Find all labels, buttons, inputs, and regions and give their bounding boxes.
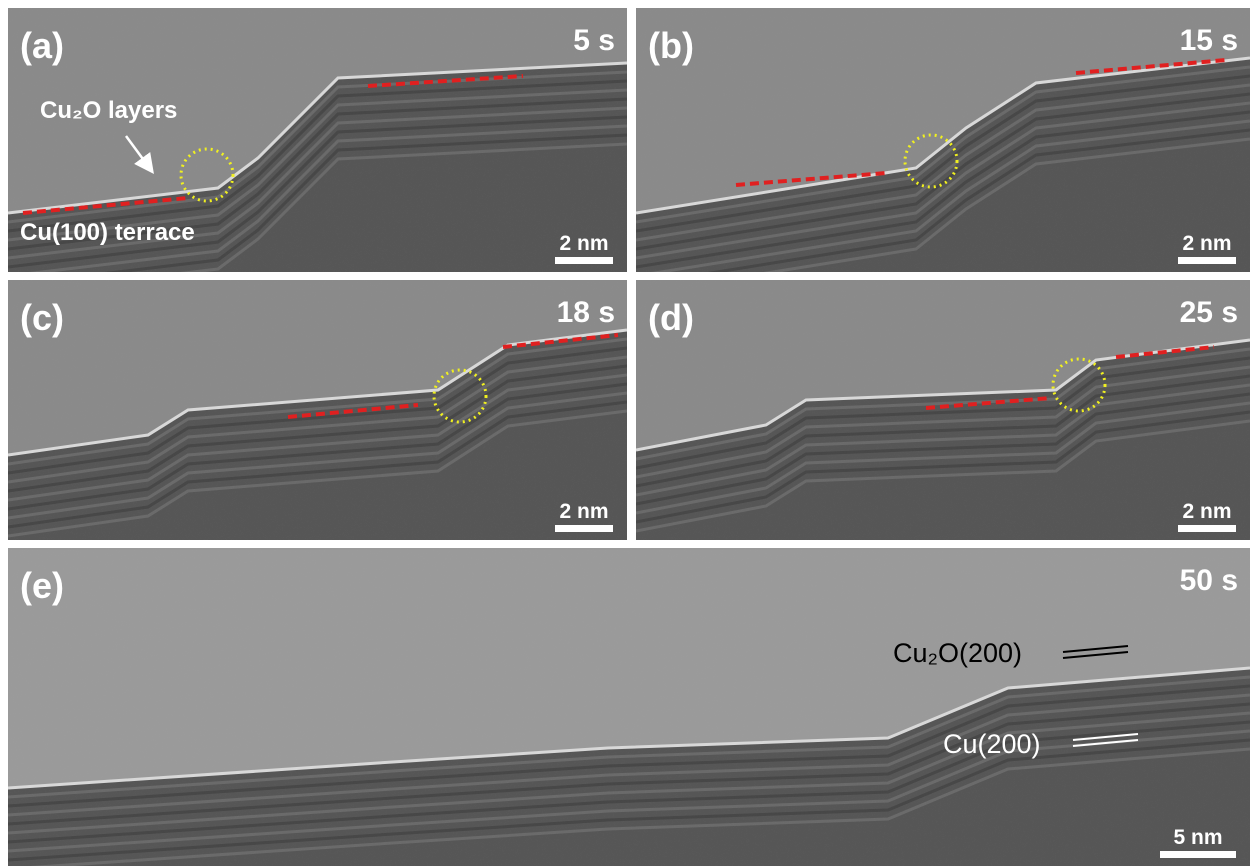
micrograph <box>636 8 1250 294</box>
panel-label: (a) <box>20 25 64 66</box>
scale-bar <box>555 525 613 532</box>
scale-bar-label: 5 nm <box>1173 826 1222 849</box>
scale-bar <box>1178 257 1236 264</box>
panel-label: (d) <box>648 297 694 338</box>
scale-bar-label: 2 nm <box>559 500 608 523</box>
panel: (a) 5 s 2 nm <box>8 8 627 294</box>
panel: (c) 18 s 2 nm <box>8 280 627 540</box>
scale-bar <box>1160 851 1236 858</box>
scale-bar <box>555 257 613 264</box>
panel: (b) 15 s 2 nm <box>636 8 1250 294</box>
panel-label: (e) <box>20 565 64 606</box>
panel-label: (c) <box>20 297 64 338</box>
time-label: 15 s <box>1180 24 1238 57</box>
time-label: 25 s <box>1180 296 1238 329</box>
figure: (a) 5 s 2 nm (b) 15 s 2 nm (c) 18 s 2 nm (d) 25 s 2… <box>0 0 1250 866</box>
panel: (e) 50 s 5 nm <box>8 548 1250 866</box>
annotation: Cu₂O layers <box>40 97 177 124</box>
scale-bar <box>1178 525 1236 532</box>
micrograph <box>8 8 627 294</box>
annotation: Cu(200) <box>943 729 1041 759</box>
panel: (d) 25 s 2 nm <box>636 280 1250 540</box>
annotation: Cu(100) terrace <box>20 219 195 246</box>
scale-bar-label: 2 nm <box>559 232 608 255</box>
micrograph <box>636 280 1250 540</box>
micrograph <box>8 548 1250 866</box>
panel-label: (b) <box>648 25 694 66</box>
time-label: 18 s <box>557 296 615 329</box>
time-label: 50 s <box>1180 564 1238 597</box>
annotation: Cu₂O(200) <box>893 638 1022 668</box>
micrograph <box>8 280 627 540</box>
scale-bar-label: 2 nm <box>1182 232 1231 255</box>
time-label: 5 s <box>573 24 615 57</box>
scale-bar-label: 2 nm <box>1182 500 1231 523</box>
